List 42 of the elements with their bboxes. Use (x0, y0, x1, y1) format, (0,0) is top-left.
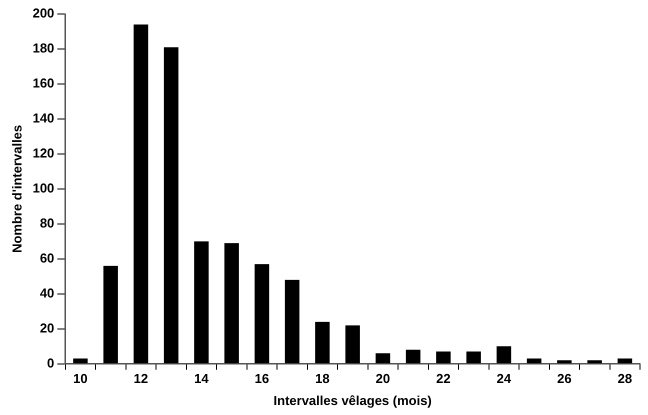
bar (557, 360, 572, 364)
y-tick-label: 0 (47, 355, 54, 370)
bar (496, 346, 512, 364)
bar (618, 358, 632, 364)
y-tick-label: 140 (32, 110, 54, 126)
bar (73, 358, 88, 364)
y-tick-label: 180 (32, 40, 54, 56)
y-tick-label: 120 (32, 146, 54, 160)
bar (284, 280, 300, 364)
y-tick-label: 160 (32, 76, 54, 91)
y-axis-title: Nombre d'intervalles (9, 124, 24, 253)
bar (224, 243, 239, 364)
y-tick-label: 20 (40, 320, 54, 336)
x-tick-label: 16 (254, 371, 270, 386)
bar (254, 264, 270, 364)
x-tick-label: 24 (496, 371, 512, 386)
y-tick-label: 100 (32, 180, 54, 196)
x-tick-label: 14 (194, 371, 210, 386)
bar (194, 241, 209, 364)
bar (526, 358, 542, 364)
bar (134, 24, 148, 364)
y-tick-label: 200 (32, 6, 54, 21)
bar (376, 353, 390, 364)
bar (436, 352, 451, 364)
y-tick-label: 60 (40, 250, 54, 266)
bar (406, 350, 420, 364)
bar (315, 322, 330, 364)
y-tick-label: 40 (40, 285, 54, 300)
bar (103, 266, 118, 364)
x-tick-label: 22 (436, 371, 451, 386)
bar (164, 47, 178, 364)
x-axis-title: Intervalles vêlages (mois) (274, 392, 432, 408)
x-tick-label: 28 (618, 371, 632, 386)
x-tick-label: 10 (73, 371, 88, 386)
y-tick-label: 80 (40, 215, 54, 230)
x-tick-label: 12 (134, 371, 148, 386)
x-tick-label: 20 (376, 371, 390, 386)
bar (345, 325, 360, 364)
x-tick-label: 26 (557, 371, 572, 386)
x-tick-label: 18 (315, 371, 330, 386)
bar (466, 352, 481, 364)
bar (587, 360, 602, 364)
